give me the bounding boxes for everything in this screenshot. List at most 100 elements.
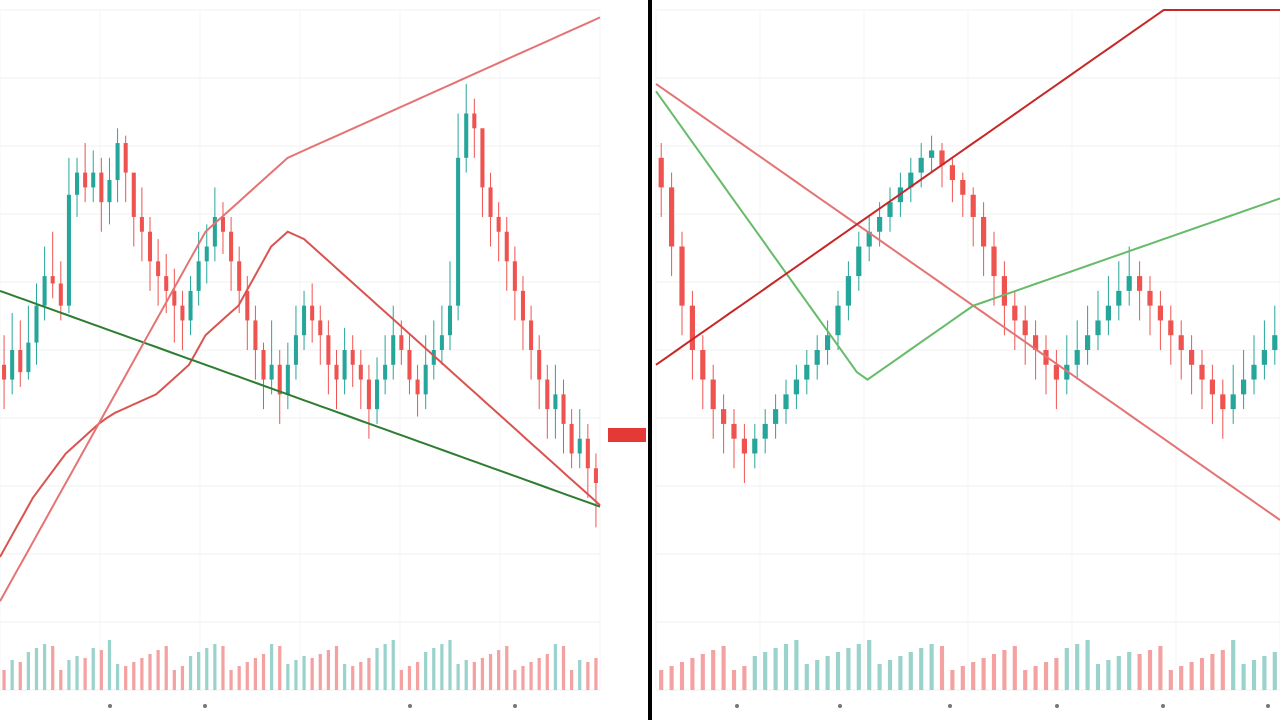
volume-bar [1158,646,1163,690]
candle-body [334,364,339,380]
volume-bar [742,666,747,690]
volume-bar [132,662,136,690]
price-marker [608,428,646,442]
candle-body [1012,305,1018,321]
candle-body [253,320,258,350]
candle-body [1033,335,1039,350]
candle-body [1116,290,1122,306]
volume-bar [763,652,768,690]
candle-body [139,216,144,232]
volume-bar [594,658,598,690]
moving-average-line [0,289,601,508]
volume-bar [205,648,209,690]
volume-bar [148,654,152,690]
volume-bar [929,644,934,690]
volume-bar [1179,666,1184,690]
volume-bar [1251,660,1257,690]
candle-body [42,276,47,306]
volume-bar [424,652,428,690]
volume-bar [440,644,444,690]
volume-bar [197,652,201,690]
candle-body [981,216,987,247]
candle-body [302,305,307,336]
volume-bar [326,650,330,690]
candle-body [245,290,250,321]
candle-body [66,194,71,306]
volume-bar [783,644,789,690]
volume-bar [115,664,120,690]
volume-bar [505,646,509,690]
volume-bar [846,648,851,690]
volume-bar [570,670,574,690]
volume-bar [383,644,387,690]
volume-bar [867,640,872,690]
candle-body [908,172,914,188]
x-axis-tick [108,704,112,708]
volume-bar [939,646,945,690]
candle-body [577,438,582,454]
candle-body [472,113,477,129]
volume-bar [1033,666,1038,690]
volume-bar [1210,654,1215,690]
panel-divider [648,0,652,720]
candle-body [1209,379,1215,395]
candle-body [1105,305,1111,321]
volume-bar [18,662,22,690]
volume-bar [367,658,371,690]
volume-bar [172,670,176,690]
candle-body [34,305,39,343]
x-axis-tick [1266,704,1270,708]
volume-bar [545,654,549,690]
candle-body [147,231,153,262]
moving-average-line [655,9,1280,366]
volume-bar [334,646,339,690]
candle-body [131,172,136,217]
volume-bar [415,662,420,690]
candle-body [762,423,768,439]
volume-bar [91,648,95,690]
volume-bar [1262,656,1267,690]
volume-bar [1012,646,1017,690]
candle-body [866,231,872,247]
volume-bar [586,662,590,690]
grid-right [655,9,1280,691]
candle-body [793,379,799,395]
candle-body [415,379,420,395]
candle-body [1085,335,1091,350]
x-axis-tick [838,704,842,708]
volume-bar [261,654,266,690]
candle-body [1241,379,1247,395]
candle-body [407,350,412,380]
x-axis-tick [1055,704,1059,708]
volume-bar [521,666,525,690]
candle-body [310,305,315,321]
volume-bar [10,660,14,690]
candle-body [939,150,945,166]
volume-bar [700,654,705,690]
candle-body [585,438,590,469]
volume-bar [971,662,976,690]
candle-body [237,261,242,291]
candle-body [318,320,323,336]
volume-bar [278,646,282,690]
volume-bar [898,656,903,690]
candle-body [783,394,789,410]
volume-bar [302,656,306,690]
candle-body [529,320,534,350]
volume-bar [752,656,757,690]
candle-body [391,335,396,365]
candle-body [845,276,851,306]
candle-body [1126,276,1132,291]
candle-body [342,350,347,380]
volume-bar [960,666,965,690]
volume-bar [679,662,685,690]
volume-bar [480,658,485,690]
candle-body [949,165,955,180]
volume-bar [773,648,778,690]
volume-bar [107,640,112,690]
candle-body [569,423,574,454]
candle-body [1251,364,1257,380]
candle-body [26,342,31,373]
volume-bar [659,670,664,690]
candle-body [358,364,363,380]
